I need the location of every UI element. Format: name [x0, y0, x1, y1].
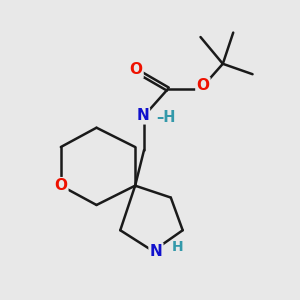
Text: N: N [150, 244, 162, 259]
Text: N: N [136, 108, 149, 123]
Text: O: O [130, 62, 142, 77]
Text: H: H [171, 240, 183, 254]
Text: O: O [54, 178, 67, 193]
Text: O: O [196, 78, 209, 93]
Text: –H: –H [157, 110, 176, 125]
